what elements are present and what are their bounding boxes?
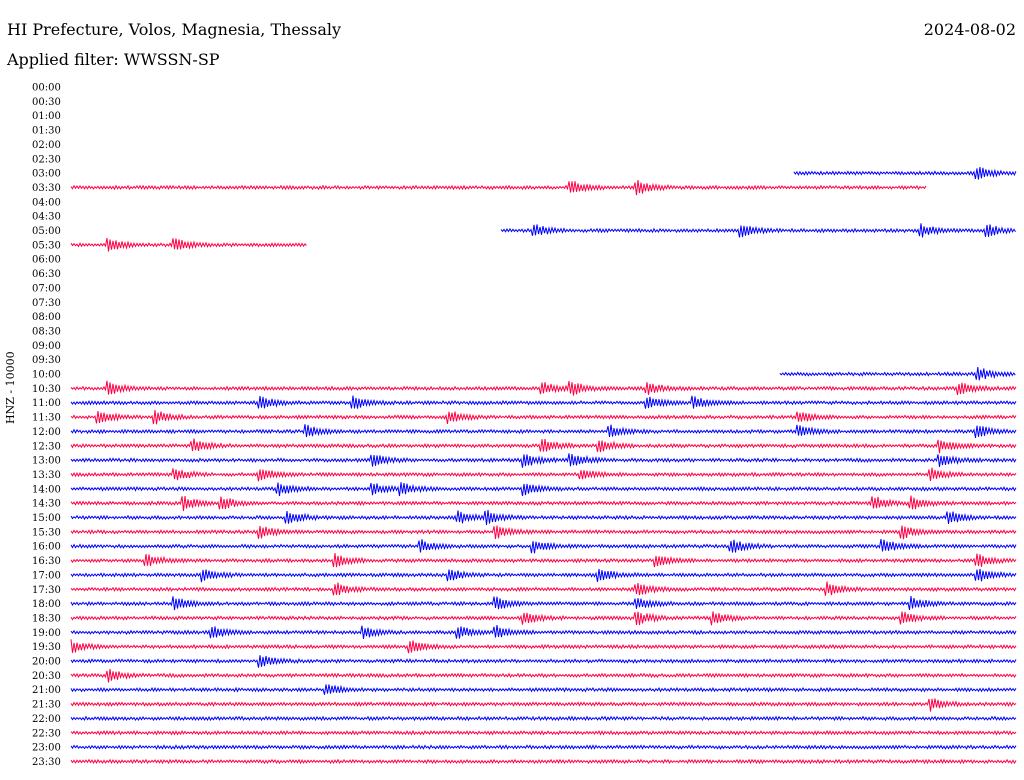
trace-row xyxy=(70,525,1017,540)
trace-row xyxy=(70,581,1017,596)
trace-row xyxy=(70,509,1017,526)
time-tick-label: 01:30 xyxy=(32,126,61,137)
time-tick-label: 20:30 xyxy=(32,671,61,682)
trace-row xyxy=(70,611,1017,626)
time-tick-label: 14:30 xyxy=(32,499,61,510)
filter-label: Applied filter: WWSSN-SP xyxy=(7,50,220,69)
time-tick-label: 09:30 xyxy=(32,355,61,366)
time-tick-label: 16:30 xyxy=(32,556,61,567)
time-tick-label: 10:00 xyxy=(32,370,61,381)
trace-row xyxy=(70,238,307,252)
time-tick-label: 02:30 xyxy=(32,154,61,165)
time-tick-label: 02:00 xyxy=(32,140,61,151)
time-tick-label: 23:00 xyxy=(32,743,61,754)
time-tick-label: 19:00 xyxy=(32,628,61,639)
time-tick-label: 04:30 xyxy=(32,212,61,223)
trace-row xyxy=(793,166,1017,180)
time-tick-label: 19:30 xyxy=(32,642,61,653)
time-tick-label: 12:30 xyxy=(32,441,61,452)
time-tick-label: 07:30 xyxy=(32,298,61,309)
time-tick-label: 13:30 xyxy=(32,470,61,481)
trace-row xyxy=(70,539,1017,554)
time-tick-label: 07:00 xyxy=(32,283,61,294)
trace-row xyxy=(70,625,1017,639)
time-tick-label: 21:00 xyxy=(32,685,61,696)
trace-row xyxy=(70,639,1017,654)
time-tick-label: 11:30 xyxy=(32,413,61,424)
trace-row xyxy=(70,655,1017,668)
trace-row xyxy=(70,380,1017,396)
time-tick-label: 12:00 xyxy=(32,427,61,438)
trace-row xyxy=(779,367,1016,381)
trace-row xyxy=(70,553,1017,568)
time-tick-label: 10:30 xyxy=(32,384,61,395)
trace-row xyxy=(70,409,1017,425)
time-tick-label: 03:00 xyxy=(32,169,61,180)
time-tick-label: 00:30 xyxy=(32,97,61,108)
trace-row xyxy=(70,495,1017,512)
trace-row xyxy=(70,668,1017,683)
time-tick-label: 08:30 xyxy=(32,326,61,337)
time-tick-label: 14:00 xyxy=(32,484,61,495)
time-tick-label: 05:30 xyxy=(32,240,61,251)
trace-row xyxy=(500,223,1016,238)
trace-row xyxy=(70,715,1017,722)
time-tick-label: 22:00 xyxy=(32,714,61,725)
time-tick-label: 17:00 xyxy=(32,570,61,581)
time-tick-label: 15:30 xyxy=(32,527,61,538)
time-tick-label: 04:00 xyxy=(32,197,61,208)
station-title: HI Prefecture, Volos, Magnesia, Thessaly xyxy=(7,20,342,39)
time-tick-label: 21:30 xyxy=(32,700,61,711)
time-tick-label: 08:00 xyxy=(32,312,61,323)
time-tick-label: 11:00 xyxy=(32,398,61,409)
time-tick-label: 09:00 xyxy=(32,341,61,352)
time-tick-label: 06:30 xyxy=(32,269,61,280)
time-tick-label: 03:30 xyxy=(32,183,61,194)
date-label: 2024-08-02 xyxy=(923,20,1016,39)
time-tick-label: 20:00 xyxy=(32,657,61,668)
time-tick-label: 15:00 xyxy=(32,513,61,524)
trace-row xyxy=(70,482,1017,497)
trace-row xyxy=(70,395,1017,409)
trace-row xyxy=(70,684,1017,695)
trace-row xyxy=(70,568,1017,583)
time-tick-label: 17:30 xyxy=(32,585,61,596)
time-tick-label: 18:00 xyxy=(32,599,61,610)
time-tick-label: 18:30 xyxy=(32,613,61,624)
trace-row xyxy=(70,744,1017,750)
time-tick-label: 01:00 xyxy=(32,111,61,122)
time-tick-label: 05:00 xyxy=(32,226,61,237)
time-tick-label: 13:00 xyxy=(32,456,61,467)
trace-row xyxy=(70,438,1017,454)
time-tick-label: 23:30 xyxy=(32,757,61,768)
trace-row xyxy=(70,453,1017,468)
trace-row xyxy=(70,424,1017,438)
time-tick-label: 06:00 xyxy=(32,255,61,266)
time-tick-label: 00:00 xyxy=(32,83,61,94)
trace-row xyxy=(70,729,1017,736)
trace-row xyxy=(70,698,1017,712)
trace-row xyxy=(70,179,927,196)
time-tick-label: 22:30 xyxy=(32,728,61,739)
trace-row xyxy=(70,758,1017,765)
trace-row xyxy=(70,595,1017,611)
trace-row xyxy=(70,467,1017,482)
time-tick-label: 16:00 xyxy=(32,542,61,553)
